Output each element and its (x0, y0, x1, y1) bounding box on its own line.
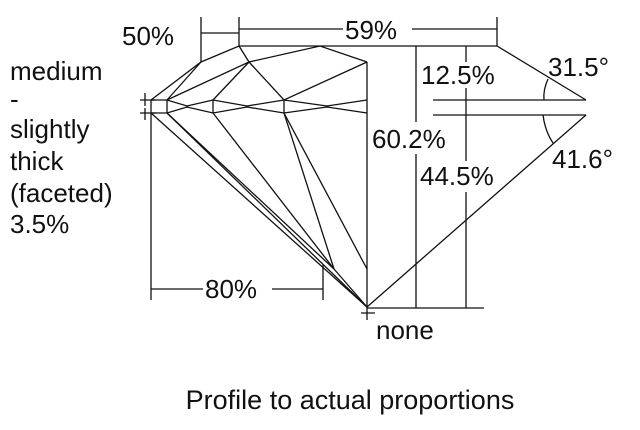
crown-facet (212, 61, 368, 101)
crown-facets (166, 61, 202, 101)
star-dimension (200, 17, 240, 62)
dimension-lines (150, 17, 554, 309)
culet-label: none (376, 315, 434, 345)
table-label: 59% (345, 15, 397, 45)
girdle-label-line: thick (10, 146, 64, 176)
girdle-label-line: medium (10, 56, 102, 86)
girdle-label-line: 3.5% (10, 209, 69, 239)
table-dimension (239, 17, 498, 46)
girdle-cross (140, 93, 156, 120)
caption: Profile to actual proportions (186, 385, 515, 415)
girdle-label-line: slightly (10, 114, 89, 144)
crown-facet (248, 45, 368, 63)
girdle-label-line: - (10, 84, 19, 114)
pavilion-facet (212, 112, 335, 270)
star-label: 50% (122, 21, 174, 51)
pavilion-facet (283, 112, 335, 270)
crown-angle-arc (543, 78, 549, 101)
labels: 50% 59% 12.5% 31.5° 60.2% 44.5% 41.6° 80… (10, 15, 613, 415)
pavilion-depth-label: 44.5% (420, 161, 494, 191)
pavilion-angle-label: 41.6° (552, 144, 613, 174)
lower-half-label: 80% (205, 274, 257, 304)
pavilion-facet (333, 268, 368, 308)
girdle-label: medium - slightly thick (faceted) 3.5% (10, 56, 113, 239)
crown-facet (166, 45, 250, 101)
crown-angle-label: 31.5° (548, 52, 609, 82)
pavilion-facet (166, 112, 335, 270)
pavilion-facet (283, 112, 368, 270)
girdle-top (151, 99, 368, 107)
girdle-bottom (151, 106, 368, 114)
total-depth-label: 60.2% (372, 124, 446, 154)
pavilion-angle-arc (542, 114, 554, 144)
girdle-label-line: (faceted) (10, 178, 113, 208)
lower-half-dimension (150, 113, 324, 300)
pavilion-facet (166, 112, 368, 308)
culet-cross (361, 307, 375, 320)
crown-height-label: 12.5% (421, 60, 495, 90)
crown-outline (150, 45, 587, 101)
diamond-profile (140, 45, 587, 320)
